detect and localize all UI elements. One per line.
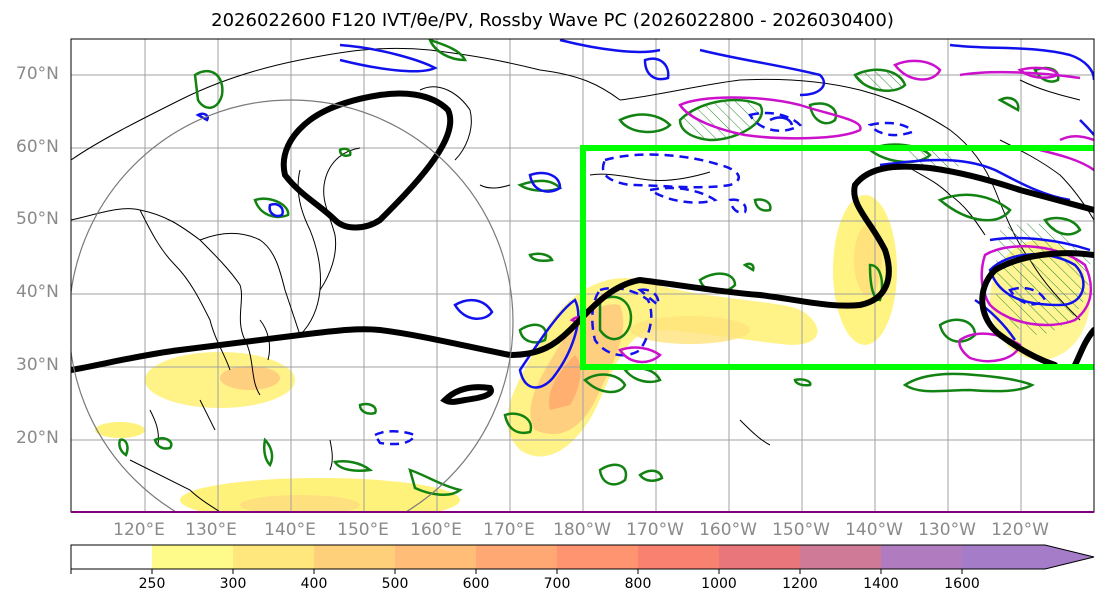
colorbar-label: 1000 [701, 576, 737, 592]
colorbar-label: 700 [543, 576, 571, 592]
lon-label-130w: 130°W [918, 520, 976, 540]
theta-e-dashed [373, 111, 1047, 446]
colorbar-segment [962, 545, 1045, 569]
lon-label-130e: 130°E [185, 520, 237, 540]
lon-label-160w: 160°W [699, 520, 757, 540]
coastlines [71, 47, 1094, 512]
colorbar-segment [557, 545, 638, 569]
lon-label-170e: 170°E [483, 520, 535, 540]
lon-label-120e: 120°E [113, 520, 165, 540]
lat-label-20: 20°N [16, 428, 59, 448]
colorbar-segment [314, 545, 395, 569]
colorbar-segment [476, 545, 557, 569]
lon-label-120w: 120°W [991, 520, 1049, 540]
colorbar-segment [719, 545, 800, 569]
theta-e-contours [195, 39, 1094, 389]
colorbar-label: 500 [381, 576, 409, 592]
colorbar-segment [152, 545, 233, 569]
lat-label-60: 60°N [16, 137, 59, 157]
lon-label-140e: 140°E [264, 520, 316, 540]
rossby-wave-box [580, 145, 1094, 370]
ivt-shading [95, 195, 1090, 512]
lon-label-160e: 160°E [410, 520, 462, 540]
colorbar-label: 1400 [863, 576, 899, 592]
lon-label-140w: 140°W [845, 520, 903, 540]
lat-label-50: 50°N [16, 209, 59, 229]
lon-label-150e: 150°E [337, 520, 389, 540]
colorbar [70, 544, 1095, 574]
colorbar-label: 400 [300, 576, 328, 592]
lon-label-170w: 170°W [626, 520, 684, 540]
black-contours [71, 90, 1094, 405]
lat-label-40: 40°N [16, 282, 59, 302]
colorbar-label: 250 [138, 576, 166, 592]
search-radius-circle [71, 99, 514, 512]
lon-label-180w: 180°W [553, 520, 611, 540]
colorbar-segment [800, 545, 881, 569]
lat-label-30: 30°N [16, 355, 59, 375]
colorbar-label: 1200 [782, 576, 818, 592]
colorbar-label: 1600 [944, 576, 980, 592]
colorbar-segment [881, 545, 962, 569]
colorbar-label: 600 [462, 576, 490, 592]
colorbar-label: 300 [219, 576, 247, 592]
pv-contours [118, 39, 1082, 496]
map-title: 2026022600 F120 IVT/θe/PV, Rossby Wave P… [211, 10, 894, 31]
colorbar-segment [233, 545, 314, 569]
colorbar-segment [395, 545, 476, 569]
lat-label-70: 70°N [16, 64, 59, 84]
colorbar-label: 800 [624, 576, 652, 592]
lon-label-150w: 150°W [772, 520, 830, 540]
colorbar-segment [638, 545, 719, 569]
